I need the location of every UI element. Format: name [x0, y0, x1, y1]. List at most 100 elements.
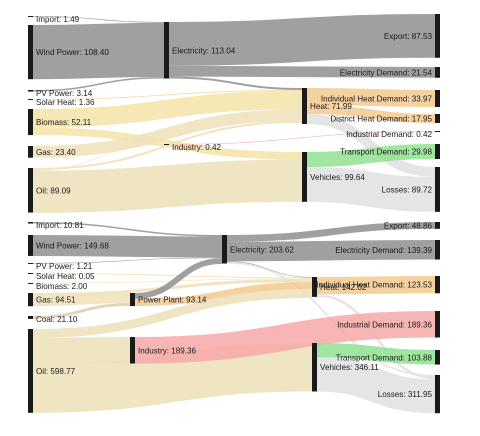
- flow-powerplant-to-heat: [134, 281, 313, 307]
- node-indheat: [435, 90, 440, 107]
- node-indheat: [435, 276, 440, 294]
- node-pv: [28, 263, 33, 264]
- label-inddemand: Industrial Demand: 189.36: [337, 320, 432, 329]
- node-industry: [130, 337, 135, 364]
- node-industry: [164, 144, 169, 145]
- node-losses: [435, 375, 440, 414]
- sankey-diagram-2: Import: 10.81 Wind Power: 149.68 PV Power:…: [28, 221, 440, 414]
- flow-pv-to-electricity: [32, 257, 223, 264]
- label-vehicles: Vehicles: 346.11: [320, 363, 379, 372]
- node-oil: [28, 168, 33, 213]
- node-inddemand: [435, 311, 440, 338]
- flow-electricity-to-export: [226, 221, 436, 242]
- flow-pv-to-electricity: [32, 76, 165, 92]
- label-biomass: Biomass: 2.00: [36, 282, 88, 291]
- flow-vehicles-to-losses: [306, 166, 436, 212]
- node-powerplant: [130, 293, 135, 307]
- sankey-diagram-1: Import: 1.49 Wind Power: 108.40 PV Power: …: [28, 14, 440, 213]
- flow-heat-to-indheat: [306, 88, 436, 107]
- flow-gas-to-heat: [32, 109, 303, 158]
- label-export: Export: 87.53: [384, 32, 433, 41]
- node-import: [28, 222, 33, 224]
- label-solarheat: Solar Heat: 1.36: [36, 98, 95, 107]
- flow-oil-to-vehicles: [32, 343, 313, 413]
- flow-gas-to-powerplant: [32, 293, 131, 307]
- label-heat: Heat: 71.99: [310, 102, 352, 111]
- flow-solarheat-to-heat: [32, 89, 303, 100]
- label-transport: Transport Demand: 103.88: [336, 353, 433, 362]
- flow-solarheat-to-heat: [32, 273, 313, 279]
- label-indheat: Individual Heat Demand: 123.53: [316, 281, 432, 290]
- sankey-1-links: [32, 14, 436, 213]
- node-transport: [435, 350, 440, 365]
- node-losses: [435, 167, 440, 212]
- flow-coal-to-powerplant: [32, 303, 131, 319]
- label-pv: PV Power: 1.21: [36, 262, 93, 271]
- flow-powerplant-to-electricity: [134, 258, 223, 299]
- flow-wind-to-electricity: [32, 22, 165, 80]
- label-elecdemand: Electricity Demand: 139.39: [335, 246, 432, 255]
- label-gas: Gas: 94.51: [36, 296, 76, 305]
- flow-industry-to-inddemand: [134, 310, 436, 364]
- node-solarheat: [28, 273, 33, 274]
- sankey-1-nodes: [28, 14, 440, 213]
- node-solarheat: [28, 99, 33, 100]
- flow-heat-to-indheat: [316, 275, 436, 295]
- node-wind: [28, 25, 33, 80]
- node-vehicles: [312, 343, 317, 392]
- flow-import-to-electricity: [32, 16, 165, 23]
- label-import: Import: 10.81: [36, 221, 84, 230]
- node-gas: [28, 293, 33, 307]
- node-wind: [28, 235, 33, 256]
- label-gas: Gas: 23.40: [36, 148, 76, 157]
- label-solarheat: Solar Heat: 0.05: [36, 272, 95, 281]
- label-elecdemand: Electricity Demand: 21.54: [340, 68, 433, 77]
- flow-heat-to-losses: [306, 113, 436, 178]
- node-export: [435, 14, 440, 58]
- flow-vehicles-to-losses: [316, 357, 436, 414]
- sankey-2-links: [32, 221, 436, 414]
- flow-oil-to-heat: [32, 120, 303, 171]
- flow-oil-to-industry: [32, 336, 131, 365]
- sankey-2-nodes: [28, 222, 440, 414]
- flow-biomass-to-vehicles: [32, 127, 303, 160]
- flow-electricity-to-export: [168, 14, 436, 66]
- flow-electricity-to-elecdemand: [168, 65, 436, 78]
- flow-electricity-to-elecdemand: [226, 239, 436, 262]
- flow-oil-to-vehicles: [32, 159, 303, 213]
- node-inddemand: [435, 131, 440, 132]
- node-vehicles: [302, 152, 307, 202]
- sankey-1-labels: Import: 1.49 Wind Power: 108.40 PV Power: …: [36, 15, 432, 195]
- flow-gas-to-heat: [32, 278, 313, 297]
- node-import: [28, 16, 33, 17]
- flow-import-to-electricity: [32, 222, 223, 237]
- flow-oil-to-industry: [32, 144, 165, 171]
- label-losses: Losses: 89.72: [382, 185, 433, 194]
- label-distheat: District Heat Demand: 17.95: [330, 114, 432, 123]
- label-vehicles: Vehicles: 99.64: [310, 173, 365, 182]
- node-distheat: [435, 114, 440, 123]
- node-heat: [312, 277, 317, 297]
- label-inddemand: Industrial Demand: 0.42: [346, 130, 432, 139]
- label-powerplant: Power Plant: 93.14: [138, 296, 207, 305]
- node-transport: [435, 144, 440, 159]
- node-biomass: [28, 283, 33, 284]
- label-electricity: Electricity: 203.62: [230, 245, 294, 254]
- node-coal: [28, 316, 33, 319]
- flow-biomass-to-heat: [32, 90, 303, 128]
- flow-industry-to-inddemand: [168, 131, 436, 145]
- node-electricity: [222, 235, 227, 264]
- node-electricity: [164, 22, 169, 79]
- label-pv: PV Power: 3.14: [36, 89, 93, 98]
- label-oil: Oil: 598.77: [36, 367, 76, 376]
- node-elecdemand: [435, 67, 440, 78]
- flow-wind-to-electricity: [32, 235, 223, 258]
- label-wind: Wind Power: 108.40: [36, 48, 109, 57]
- label-heat: Heat: 142.02: [320, 283, 367, 292]
- flow-electricity-to-heat: [168, 76, 303, 90]
- label-indheat: Individual Heat Demand: 33.97: [321, 94, 433, 103]
- label-wind: Wind Power: 149.68: [36, 241, 109, 250]
- flow-vehicles-to-transport: [316, 343, 436, 365]
- label-import: Import: 1.49: [36, 15, 80, 24]
